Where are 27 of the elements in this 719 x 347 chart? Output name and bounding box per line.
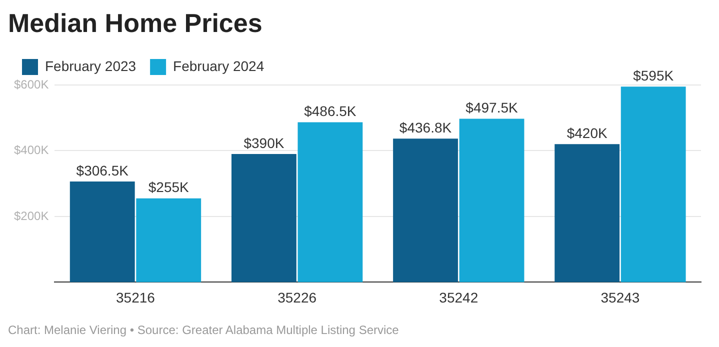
legend-label: February 2023 <box>45 58 136 74</box>
data-label: $420K <box>566 125 608 142</box>
data-label: $390K <box>244 134 285 151</box>
data-label: $595K <box>633 68 674 84</box>
data-label: $497.5K <box>466 100 518 116</box>
bar <box>70 181 135 282</box>
text: Chart: Melanie Viering • Source: Greater Alabama Multiple Listing Service <box>8 323 400 337</box>
x-tick-label: 35226 <box>278 289 317 306</box>
bar <box>620 86 686 282</box>
data-label: $255K <box>148 179 190 196</box>
x-tick-label: 35243 <box>600 289 640 306</box>
y-tick-label: $400K <box>14 143 49 158</box>
x-tick-label: 35216 <box>116 289 156 306</box>
data-label: $306.5K <box>76 162 130 178</box>
y-tick-label: $600K <box>14 77 49 92</box>
bar <box>393 138 458 282</box>
y-tick-label: $200K <box>14 208 49 223</box>
bar <box>459 118 524 282</box>
bar <box>298 122 363 282</box>
bar <box>136 198 202 282</box>
bar <box>231 154 296 282</box>
x-tick-label: 35242 <box>439 289 478 306</box>
data-label: $486.5K <box>304 103 357 120</box>
legend-label: February 2024 <box>173 58 264 74</box>
bar <box>554 144 620 282</box>
data-label: $436.8K <box>399 120 452 136</box>
chart-title: Median Home Prices <box>8 8 264 39</box>
